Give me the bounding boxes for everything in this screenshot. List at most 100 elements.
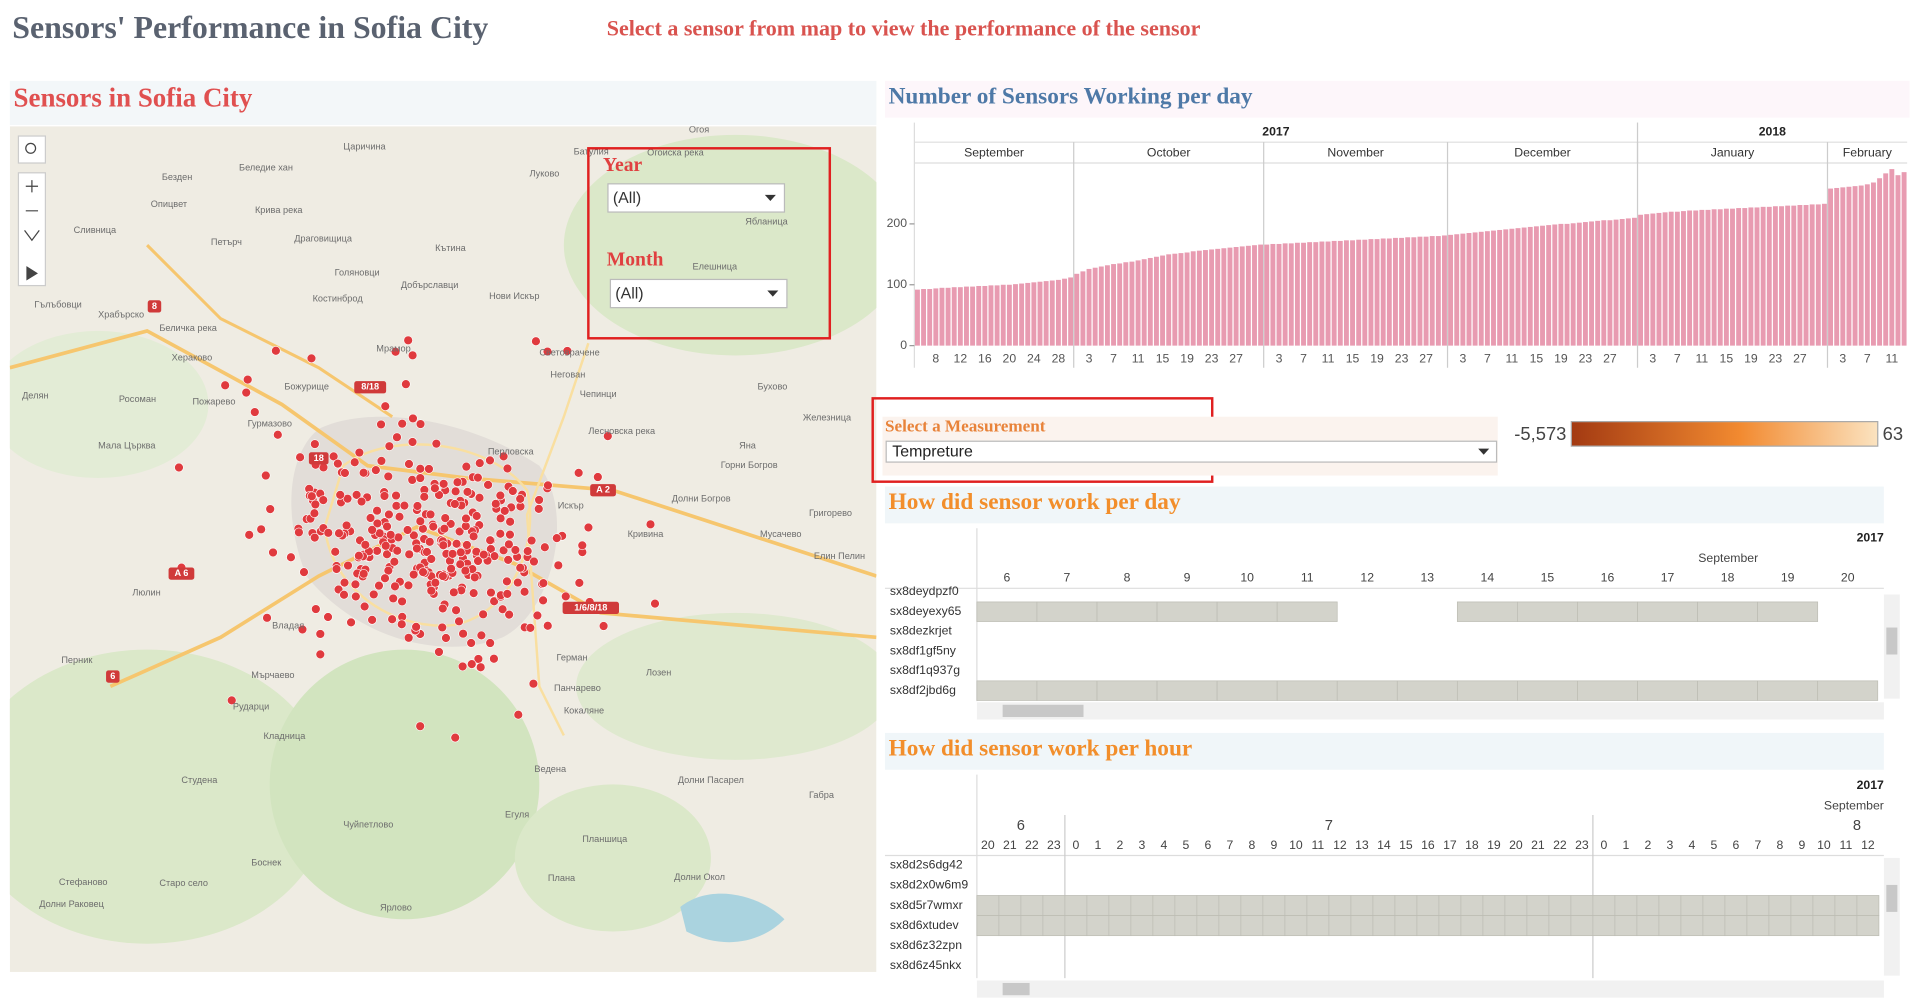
forest xyxy=(9,330,209,478)
sensor-dot xyxy=(458,628,468,639)
filter-dropdown[interactable] xyxy=(609,278,788,309)
day-label: 6 xyxy=(1017,818,1025,834)
day-cell xyxy=(1396,680,1458,701)
bar xyxy=(1527,226,1533,346)
bar xyxy=(1055,279,1061,346)
bar xyxy=(1846,186,1852,346)
sensor-dot xyxy=(538,595,548,606)
day-label: 7 xyxy=(1064,571,1071,585)
sensor-dot xyxy=(428,521,438,532)
sensor-dot xyxy=(531,336,541,346)
bar xyxy=(1840,187,1846,346)
sensor-dot xyxy=(318,495,328,505)
hour-cell xyxy=(1394,915,1418,937)
sensor-dot xyxy=(422,547,432,557)
map[interactable]: Огоя Огоиска река Луково Батулия Царичина Бел… xyxy=(0,124,907,972)
sensor-dot xyxy=(388,593,398,604)
x-tick-label: 19 xyxy=(1554,351,1568,365)
sensor-dot xyxy=(358,569,369,579)
hour-cell xyxy=(1834,895,1858,916)
x-tick-label: 28 xyxy=(1052,351,1066,365)
sensor-dot xyxy=(540,542,550,552)
day-cell xyxy=(1818,641,1878,661)
sensor-dot xyxy=(542,346,553,357)
hour-cell xyxy=(1328,915,1352,937)
measurement-dropdown[interactable] xyxy=(885,440,1498,463)
bar xyxy=(1650,213,1656,346)
place-label: Габра xyxy=(809,790,835,800)
bar xyxy=(1221,248,1227,346)
x-tick-label: 27 xyxy=(1793,351,1807,365)
sensor-dot xyxy=(552,533,562,543)
filter-dropdown[interactable] xyxy=(607,183,786,213)
bar xyxy=(1448,234,1454,346)
bar xyxy=(1129,261,1135,346)
place-label: Огоиска река xyxy=(647,148,704,158)
hour-cell xyxy=(1218,915,1242,937)
place-label: Студена xyxy=(181,775,218,785)
hour-cell xyxy=(1482,915,1506,937)
x-tick-label: 11 xyxy=(1322,351,1335,365)
bar xyxy=(1570,223,1576,346)
place-label: Горни Богров xyxy=(721,460,778,470)
day-label: 19 xyxy=(1781,571,1795,585)
sensor-dot xyxy=(461,461,472,472)
hour-label: 20 xyxy=(1509,838,1523,852)
sensor-dot xyxy=(354,551,364,561)
hour-label: 1 xyxy=(1622,838,1629,852)
place-label: Росоман xyxy=(119,394,156,404)
sensor-dot xyxy=(437,622,447,633)
sensor-dot xyxy=(449,587,459,598)
bar xyxy=(1601,220,1607,346)
day-cell xyxy=(1638,641,1698,661)
bar xyxy=(1772,206,1778,346)
sensor-dot xyxy=(543,621,553,631)
day-cell xyxy=(1276,680,1338,701)
bar xyxy=(1362,239,1368,346)
bar xyxy=(1742,208,1748,346)
day-cell xyxy=(1698,622,1758,642)
hour-cell xyxy=(976,895,1000,916)
sensor-dot xyxy=(431,438,442,449)
sensor-dot xyxy=(479,549,489,560)
hour-label: 9 xyxy=(1270,838,1277,852)
bar xyxy=(1196,250,1202,346)
bar xyxy=(1619,219,1625,346)
bar xyxy=(1147,257,1153,346)
place-label: Ведена xyxy=(534,764,567,774)
hour-label: 5 xyxy=(1710,838,1717,852)
hour-cell xyxy=(1658,895,1682,916)
day-cell xyxy=(1818,622,1878,642)
x-tick-label: 3 xyxy=(1649,351,1656,365)
bar xyxy=(1294,242,1300,346)
day-cell xyxy=(1157,622,1217,642)
sensor-name: sx8d6z32zpn xyxy=(890,938,962,952)
sensor-dot xyxy=(408,569,419,580)
bar xyxy=(994,285,1000,346)
sensor-dot xyxy=(311,604,321,614)
bar xyxy=(1748,207,1754,346)
hour-cell xyxy=(1196,915,1220,937)
sensor-dot xyxy=(384,441,395,451)
sensor-dot xyxy=(456,547,466,558)
hour-label: 11 xyxy=(1312,838,1325,852)
hour-cell xyxy=(1372,915,1396,937)
bar xyxy=(1705,209,1711,346)
dropdown-arrow xyxy=(1478,448,1490,455)
sensor-dot xyxy=(346,617,356,628)
sensor-dot xyxy=(271,346,281,356)
lake xyxy=(680,893,785,943)
place-label: Драговищица xyxy=(294,233,353,243)
bar xyxy=(1178,253,1184,346)
day-label: 18 xyxy=(1721,571,1735,585)
bar xyxy=(1374,239,1380,346)
hour-cell xyxy=(1284,895,1308,916)
x-tick-label: 15 xyxy=(1346,351,1360,365)
day-cell xyxy=(1037,661,1097,681)
place-label: Божурище xyxy=(284,382,329,392)
bar xyxy=(1883,173,1889,346)
search-button[interactable] xyxy=(17,135,46,164)
hour-label: 4 xyxy=(1160,838,1167,852)
sensor-dot xyxy=(402,525,413,535)
hour-cell xyxy=(1020,915,1044,937)
